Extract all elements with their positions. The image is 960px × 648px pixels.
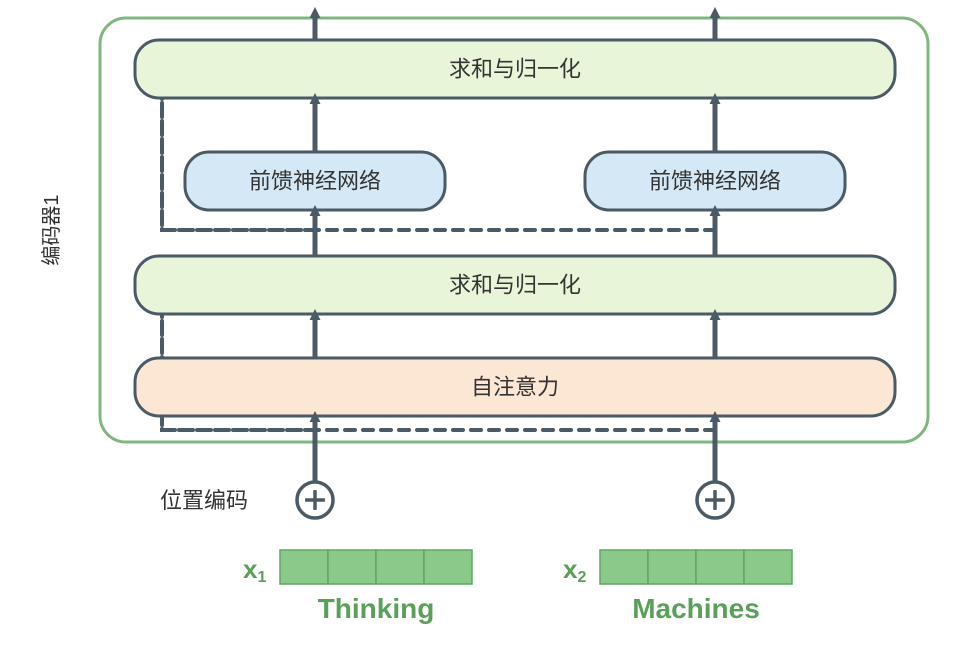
block-selfatt-label: 自注意力	[471, 375, 559, 400]
input-x1-cell	[424, 550, 472, 584]
input-x2-word: Machines	[632, 593, 760, 624]
input-x2-label: x2	[563, 554, 586, 586]
input-x2-cell	[600, 550, 648, 584]
input-x1-word: Thinking	[318, 593, 435, 624]
block-addnorm2-label: 求和与归一化	[449, 57, 581, 82]
encoder-side-label: 编码器1	[40, 194, 63, 265]
block-addnorm1-label: 求和与归一化	[449, 273, 581, 298]
block-ffn2-label: 前馈神经网络	[649, 169, 781, 194]
input-x1-label: x1	[243, 554, 266, 586]
positional-encoding-label: 位置编码	[160, 488, 248, 513]
input-x2-cell	[696, 550, 744, 584]
input-x2-cell	[648, 550, 696, 584]
input-x1-cell	[328, 550, 376, 584]
input-x2-cell	[744, 550, 792, 584]
input-x1-cell	[280, 550, 328, 584]
input-x1-cell	[376, 550, 424, 584]
block-ffn1-label: 前馈神经网络	[249, 169, 381, 194]
